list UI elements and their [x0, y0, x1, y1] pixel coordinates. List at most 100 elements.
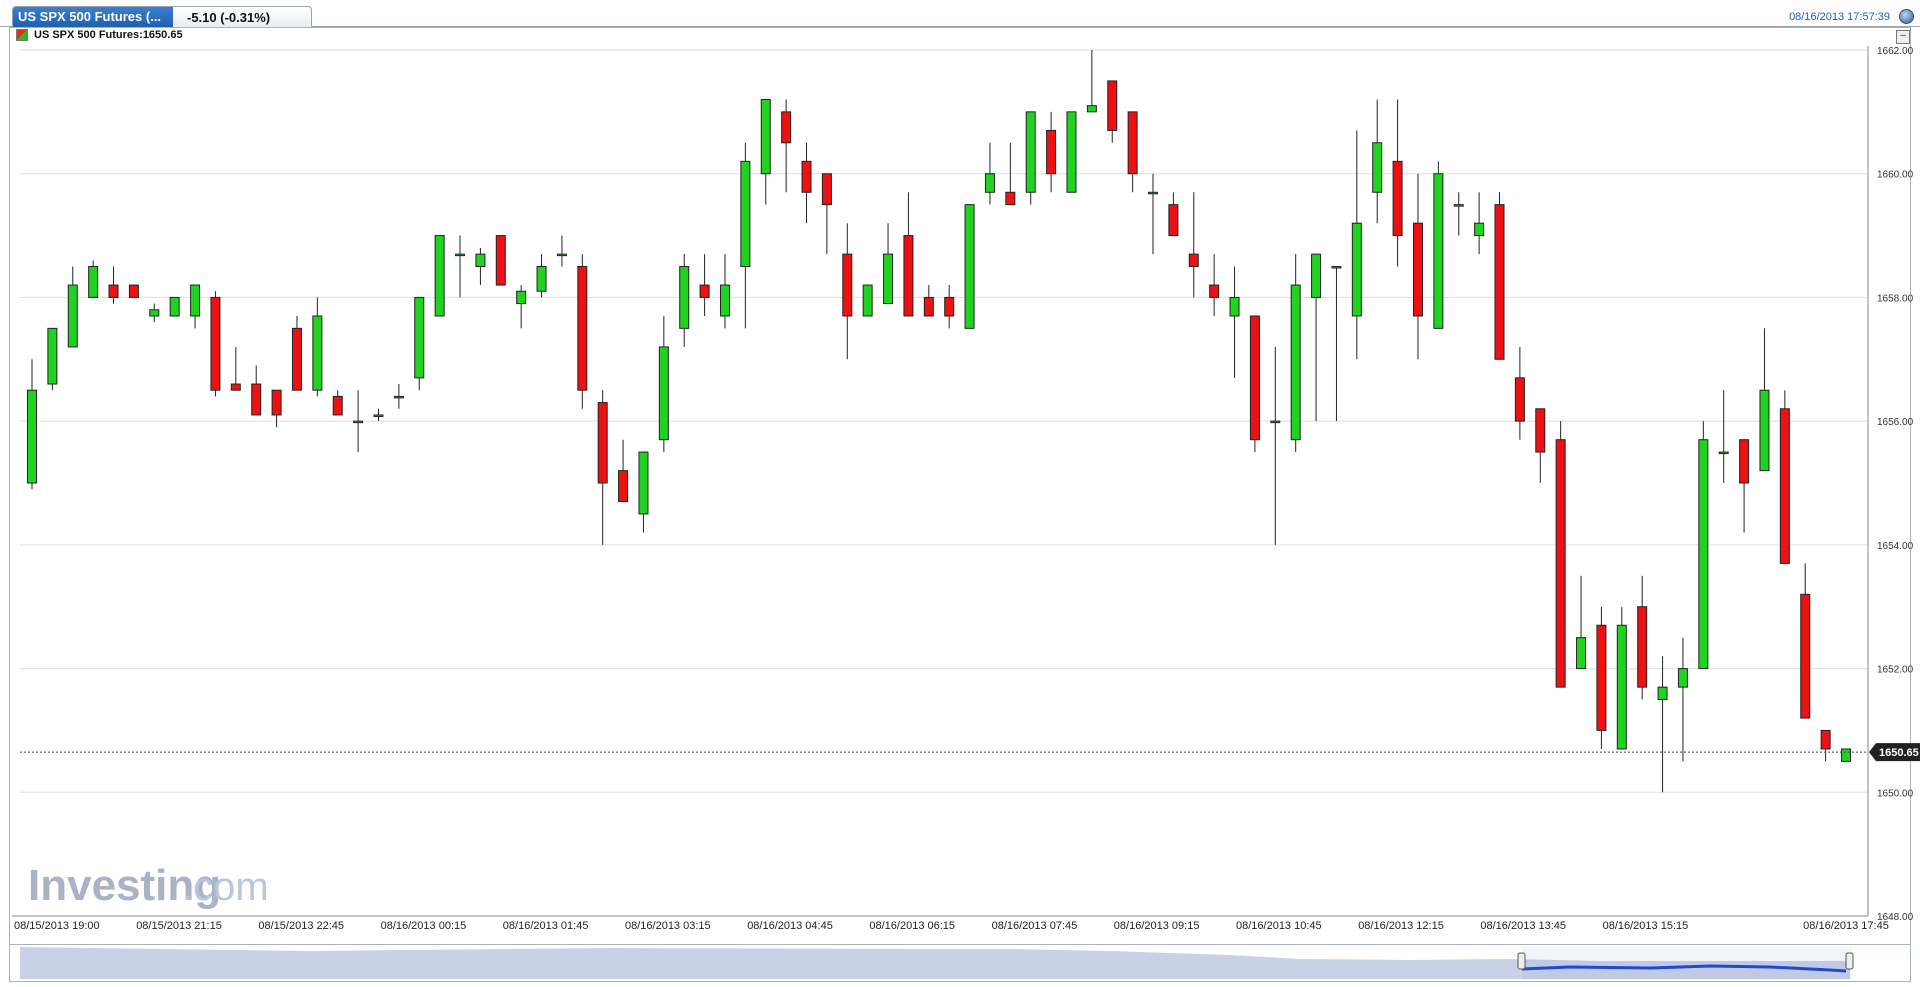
candle[interactable] — [1698, 421, 1709, 670]
candle[interactable] — [984, 142, 995, 205]
time-navigator[interactable] — [9, 944, 1911, 982]
candle[interactable] — [1474, 192, 1485, 255]
candle[interactable] — [108, 266, 119, 304]
candle[interactable] — [149, 303, 160, 323]
candle[interactable] — [393, 384, 404, 409]
candle[interactable] — [1005, 142, 1016, 206]
minimize-icon[interactable]: – — [1896, 30, 1910, 44]
candle[interactable] — [1249, 315, 1260, 453]
candle[interactable] — [251, 365, 262, 416]
candle[interactable] — [495, 235, 506, 286]
x-tick-label: 08/15/2013 19:00 — [14, 920, 100, 932]
candle[interactable] — [1290, 254, 1301, 453]
candle[interactable] — [1025, 111, 1036, 205]
candle[interactable] — [1779, 390, 1790, 564]
candle[interactable] — [1535, 408, 1546, 483]
candle[interactable] — [353, 390, 364, 453]
candle[interactable] — [1718, 390, 1729, 483]
candle[interactable] — [1229, 266, 1240, 378]
candle[interactable] — [516, 285, 527, 329]
candle[interactable] — [1392, 99, 1403, 267]
candle[interactable] — [1576, 575, 1587, 670]
candle-body-up — [1474, 222, 1485, 237]
candle[interactable] — [964, 204, 975, 329]
candle[interactable] — [1270, 346, 1281, 545]
navigator-right-handle[interactable] — [1845, 952, 1854, 970]
candle[interactable] — [944, 285, 955, 329]
candle[interactable] — [1657, 656, 1668, 793]
candle[interactable] — [67, 266, 78, 348]
settings-globe-icon[interactable] — [1899, 9, 1914, 24]
candle[interactable] — [190, 284, 201, 329]
candle[interactable] — [740, 142, 751, 329]
candle[interactable] — [883, 223, 894, 305]
candle[interactable] — [210, 291, 221, 397]
candle[interactable] — [699, 254, 710, 316]
candle[interactable] — [27, 359, 37, 490]
candle[interactable] — [1739, 439, 1750, 533]
candle[interactable] — [1148, 173, 1159, 255]
candle[interactable] — [1453, 192, 1464, 236]
candle[interactable] — [577, 254, 588, 409]
candle[interactable] — [1494, 192, 1505, 360]
candle[interactable] — [842, 223, 853, 360]
candle[interactable] — [1800, 563, 1811, 719]
candle[interactable] — [1820, 729, 1831, 762]
candle[interactable] — [1841, 748, 1851, 762]
candle[interactable] — [821, 173, 832, 255]
candle[interactable] — [169, 296, 180, 317]
candle[interactable] — [332, 390, 343, 416]
candle[interactable] — [1188, 192, 1199, 298]
candle[interactable] — [291, 315, 302, 391]
candle[interactable] — [1759, 328, 1770, 472]
candlestick-chart[interactable]: 1648.00 1650.00 1652.00 1654.00 1656.00 1658.… — [0, 0, 1920, 940]
candle[interactable] — [1372, 99, 1383, 224]
candle[interactable] — [556, 235, 567, 267]
candle[interactable] — [271, 389, 282, 428]
navigator-left-handle[interactable] — [1517, 952, 1526, 970]
candle[interactable] — [638, 451, 649, 533]
candle[interactable] — [923, 285, 934, 317]
candle[interactable] — [1351, 130, 1362, 360]
candle[interactable] — [1433, 161, 1444, 329]
candle[interactable] — [1311, 253, 1322, 422]
candle[interactable] — [1555, 421, 1566, 688]
candle[interactable] — [373, 408, 384, 422]
candle[interactable] — [47, 327, 58, 391]
candle[interactable] — [862, 284, 873, 317]
candle[interactable] — [1086, 50, 1097, 113]
candle[interactable] — [1107, 80, 1118, 143]
candle[interactable] — [1209, 254, 1220, 316]
candle[interactable] — [618, 439, 629, 503]
candle[interactable] — [1412, 173, 1423, 360]
candle[interactable] — [1127, 111, 1138, 193]
candle[interactable] — [434, 235, 445, 317]
instrument-tab[interactable]: US SPX 500 Futures (... -5.10 (-0.31%) — [12, 6, 312, 27]
candle[interactable] — [414, 296, 425, 391]
candle[interactable] — [1046, 111, 1057, 193]
instrument-tab-name[interactable]: US SPX 500 Futures (... — [13, 7, 173, 27]
candle[interactable] — [1677, 637, 1688, 762]
candle[interactable] — [1616, 606, 1627, 750]
candle[interactable] — [781, 99, 792, 193]
candle[interactable] — [312, 297, 323, 397]
candle[interactable] — [658, 315, 669, 453]
candle[interactable] — [475, 247, 486, 286]
candle[interactable] — [536, 254, 547, 298]
candle[interactable] — [455, 235, 466, 298]
candle[interactable] — [1066, 111, 1077, 193]
candle[interactable] — [88, 260, 99, 298]
candle[interactable] — [760, 98, 771, 205]
candle[interactable] — [128, 284, 139, 298]
candle[interactable] — [679, 254, 690, 347]
candle[interactable] — [1514, 346, 1525, 440]
candle[interactable] — [1331, 266, 1342, 422]
candle[interactable] — [801, 142, 812, 224]
candle[interactable] — [1168, 192, 1179, 237]
candle[interactable] — [719, 254, 730, 329]
candle[interactable] — [1637, 575, 1648, 700]
candle[interactable] — [597, 390, 608, 545]
candle[interactable] — [1596, 606, 1607, 749]
candle[interactable] — [230, 346, 241, 391]
candle[interactable] — [903, 192, 914, 317]
